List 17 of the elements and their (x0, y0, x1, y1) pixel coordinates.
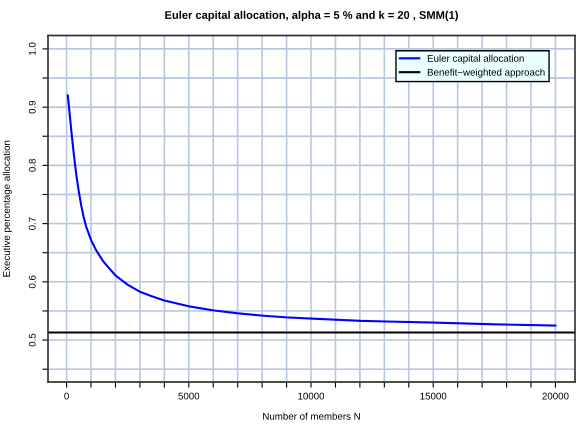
y-tick-label: 0.8 (28, 159, 36, 172)
x-tick-label: 5000 (178, 392, 200, 400)
y-tick-label: 0.7 (28, 217, 36, 230)
line-series (66, 94, 556, 327)
y-tick-label: 1.0 (28, 42, 36, 55)
x-tick-label: 15000 (420, 392, 446, 400)
y-tick-label: 0.5 (28, 334, 36, 346)
x-tick-label: 0 (64, 392, 69, 400)
legend-label: Benefit−weighted approach (428, 68, 545, 78)
x-tick-label: 10000 (298, 392, 324, 400)
x-tick-label: 20000 (542, 392, 569, 400)
chart-title: Euler capital allocation, alpha = 5 % and k = 20 , SMM(1) (165, 10, 458, 22)
y-tick-label: 0.9 (28, 100, 36, 114)
x-axis-title: Number of members N (263, 412, 360, 420)
legend-label: Euler capital allocation (428, 54, 524, 64)
y-axis-title: Executive percentage allocation (2, 140, 12, 277)
y-tick-label: 0.6 (28, 276, 36, 288)
